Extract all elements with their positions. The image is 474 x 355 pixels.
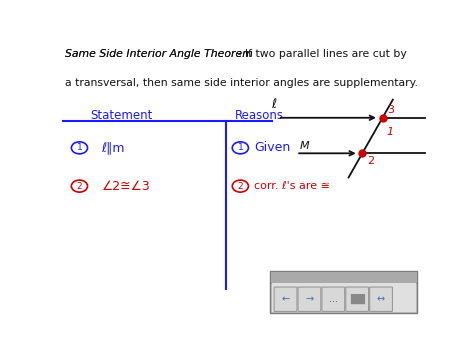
Text: corr. ℓ's are ≅: corr. ℓ's are ≅ <box>254 181 330 191</box>
Text: ██: ██ <box>350 294 365 304</box>
Text: 1: 1 <box>386 127 393 137</box>
FancyBboxPatch shape <box>346 287 369 311</box>
Text: Given: Given <box>254 141 290 154</box>
Text: 2: 2 <box>77 182 82 191</box>
Text: Statement: Statement <box>91 109 153 121</box>
FancyBboxPatch shape <box>274 287 297 311</box>
FancyBboxPatch shape <box>271 271 418 283</box>
Text: →: → <box>305 294 313 304</box>
Text: Same Side Interior Angle Theorem - If two parallel lines are cut by: Same Side Interior Angle Theorem - If tw… <box>65 49 426 59</box>
Text: 1: 1 <box>77 143 82 152</box>
Text: ...: ... <box>329 294 338 304</box>
Text: - If two parallel lines are cut by: - If two parallel lines are cut by <box>234 49 407 59</box>
Text: Reasons: Reasons <box>235 109 284 121</box>
Text: ←: ← <box>282 294 290 304</box>
Text: 2: 2 <box>237 182 243 191</box>
Text: ↔: ↔ <box>377 294 385 304</box>
Text: ℓ∥m: ℓ∥m <box>101 141 125 154</box>
Text: ∠2≅∠3: ∠2≅∠3 <box>101 180 150 193</box>
FancyBboxPatch shape <box>271 271 418 313</box>
Text: 3: 3 <box>387 105 394 115</box>
FancyBboxPatch shape <box>298 287 321 311</box>
FancyBboxPatch shape <box>322 287 345 311</box>
Text: Same Side Interior Angle Theorem: Same Side Interior Angle Theorem <box>65 49 253 59</box>
Text: a transversal, then same side interior angles are supplementary.: a transversal, then same side interior a… <box>65 78 418 88</box>
Text: M: M <box>300 141 310 151</box>
Text: 1: 1 <box>237 143 243 152</box>
FancyBboxPatch shape <box>272 283 416 312</box>
Text: 2: 2 <box>367 156 374 166</box>
FancyBboxPatch shape <box>370 287 392 311</box>
Text: ℓ: ℓ <box>271 98 276 111</box>
Text: Same Side Interior Angle Theorem: Same Side Interior Angle Theorem <box>65 49 253 59</box>
